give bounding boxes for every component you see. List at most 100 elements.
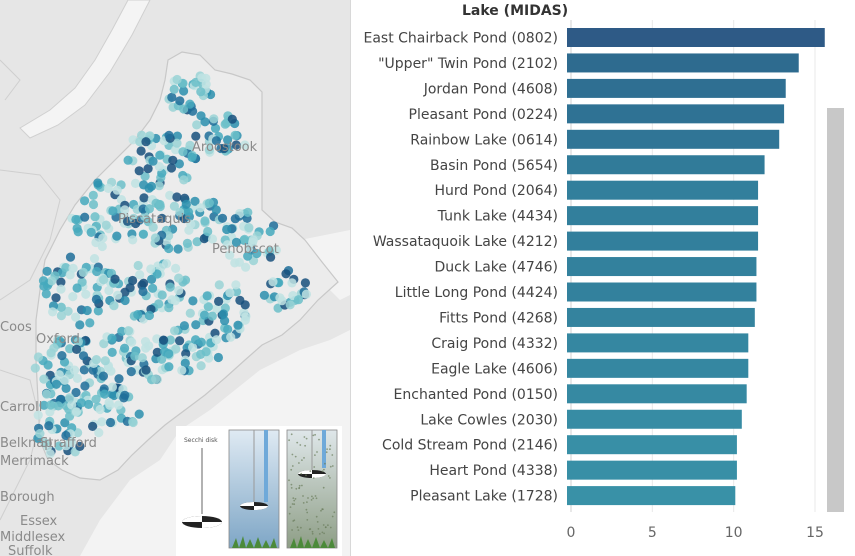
lake-dot[interactable] <box>192 237 202 247</box>
lake-dot[interactable] <box>252 248 262 259</box>
lake-dot[interactable] <box>141 137 151 147</box>
lake-dot[interactable] <box>127 337 137 347</box>
bar[interactable] <box>567 333 749 353</box>
lake-dot[interactable] <box>167 92 177 102</box>
lake-dot[interactable] <box>300 278 310 288</box>
lake-dot[interactable] <box>91 294 101 304</box>
lake-dot[interactable] <box>105 417 116 428</box>
lake-dot[interactable] <box>175 336 185 346</box>
lake-dot[interactable] <box>161 259 172 269</box>
lake-dot[interactable] <box>106 366 116 376</box>
lake-dot[interactable] <box>91 394 101 404</box>
lake-dot[interactable] <box>144 204 154 214</box>
lake-dot[interactable] <box>219 143 229 154</box>
chart-scrollbar-thumb[interactable] <box>827 108 844 512</box>
lake-dot[interactable] <box>92 266 102 277</box>
lake-dot[interactable] <box>277 296 287 306</box>
lake-dot[interactable] <box>203 302 213 312</box>
lake-dot[interactable] <box>211 205 221 215</box>
lake-dot[interactable] <box>217 213 228 223</box>
lake-dot[interactable] <box>230 258 240 268</box>
lake-dot[interactable] <box>88 365 98 375</box>
lake-dot[interactable] <box>78 351 89 361</box>
bar[interactable] <box>567 28 825 47</box>
lake-dot[interactable] <box>186 219 196 229</box>
lake-dot[interactable] <box>169 201 179 211</box>
lake-dot[interactable] <box>169 84 179 94</box>
lake-dot[interactable] <box>157 290 167 300</box>
lake-dot[interactable] <box>157 354 167 364</box>
lake-dot[interactable] <box>185 308 195 318</box>
lake-dot[interactable] <box>188 342 198 352</box>
lake-dot[interactable] <box>164 130 174 140</box>
lake-dot[interactable] <box>187 152 197 162</box>
lake-dot[interactable] <box>91 355 101 365</box>
lake-dot[interactable] <box>287 278 297 288</box>
lake-dot[interactable] <box>80 381 90 391</box>
lake-dot[interactable] <box>88 421 98 431</box>
lake-dot[interactable] <box>293 295 304 305</box>
lake-dot[interactable] <box>141 365 151 375</box>
lake-dot[interactable] <box>188 106 198 116</box>
lake-dot[interactable] <box>164 362 174 372</box>
lake-dot[interactable] <box>233 320 243 330</box>
bar[interactable] <box>567 129 780 149</box>
lake-dot[interactable] <box>301 289 311 299</box>
lake-dot[interactable] <box>177 365 187 375</box>
lake-dot[interactable] <box>93 178 103 188</box>
lake-dot[interactable] <box>95 404 105 415</box>
bar[interactable] <box>567 282 757 302</box>
lake-dot[interactable] <box>179 175 189 185</box>
lake-dot[interactable] <box>113 290 123 300</box>
lake-dot[interactable] <box>164 243 174 254</box>
lake-dot[interactable] <box>158 335 169 345</box>
lake-dot[interactable] <box>136 146 146 156</box>
lake-dot[interactable] <box>65 252 76 262</box>
lake-dot[interactable] <box>175 207 185 217</box>
lake-dot[interactable] <box>128 275 138 286</box>
bar[interactable] <box>567 409 742 429</box>
lake-dot[interactable] <box>107 382 117 392</box>
lake-dot[interactable] <box>33 410 43 420</box>
lake-dot[interactable] <box>75 441 85 451</box>
lake-dot[interactable] <box>40 438 50 448</box>
lake-dot[interactable] <box>214 296 224 306</box>
lake-dot[interactable] <box>48 307 58 317</box>
lake-dot[interactable] <box>72 344 82 354</box>
lake-dot[interactable] <box>182 238 192 248</box>
lake-dot[interactable] <box>65 270 75 280</box>
lake-dot[interactable] <box>70 365 80 375</box>
lake-dot[interactable] <box>266 252 276 262</box>
lake-dot[interactable] <box>61 383 71 393</box>
lake-dot[interactable] <box>97 417 107 427</box>
lake-dot[interactable] <box>56 311 66 321</box>
lake-dot[interactable] <box>231 237 241 247</box>
lake-dot[interactable] <box>155 199 165 210</box>
lake-dot[interactable] <box>79 365 89 375</box>
lake-dot[interactable] <box>84 399 94 409</box>
lake-dot[interactable] <box>110 274 120 284</box>
lake-dot[interactable] <box>80 196 90 206</box>
chart-bars[interactable] <box>567 28 825 506</box>
bar[interactable] <box>567 486 736 506</box>
lake-dot[interactable] <box>130 351 140 361</box>
lake-dot[interactable] <box>103 183 113 193</box>
lake-dot[interactable] <box>200 216 210 226</box>
lake-dot[interactable] <box>56 277 66 287</box>
bar[interactable] <box>567 257 757 277</box>
lake-dot[interactable] <box>138 286 148 297</box>
lake-dot[interactable] <box>152 269 162 279</box>
lake-dot[interactable] <box>185 140 195 150</box>
lake-dot[interactable] <box>157 213 167 223</box>
lake-dot[interactable] <box>117 326 127 336</box>
lake-dot[interactable] <box>133 310 143 320</box>
lake-dot[interactable] <box>164 303 174 313</box>
column-header-lake[interactable]: Lake (MIDAS) <box>462 3 569 19</box>
lake-dot[interactable] <box>225 250 235 260</box>
lake-dot[interactable] <box>42 389 52 399</box>
lake-dot[interactable] <box>44 421 54 431</box>
lake-dot[interactable] <box>123 326 134 336</box>
lake-dot[interactable] <box>207 234 218 244</box>
lake-dot[interactable] <box>210 123 221 133</box>
lake-dot[interactable] <box>61 430 71 441</box>
